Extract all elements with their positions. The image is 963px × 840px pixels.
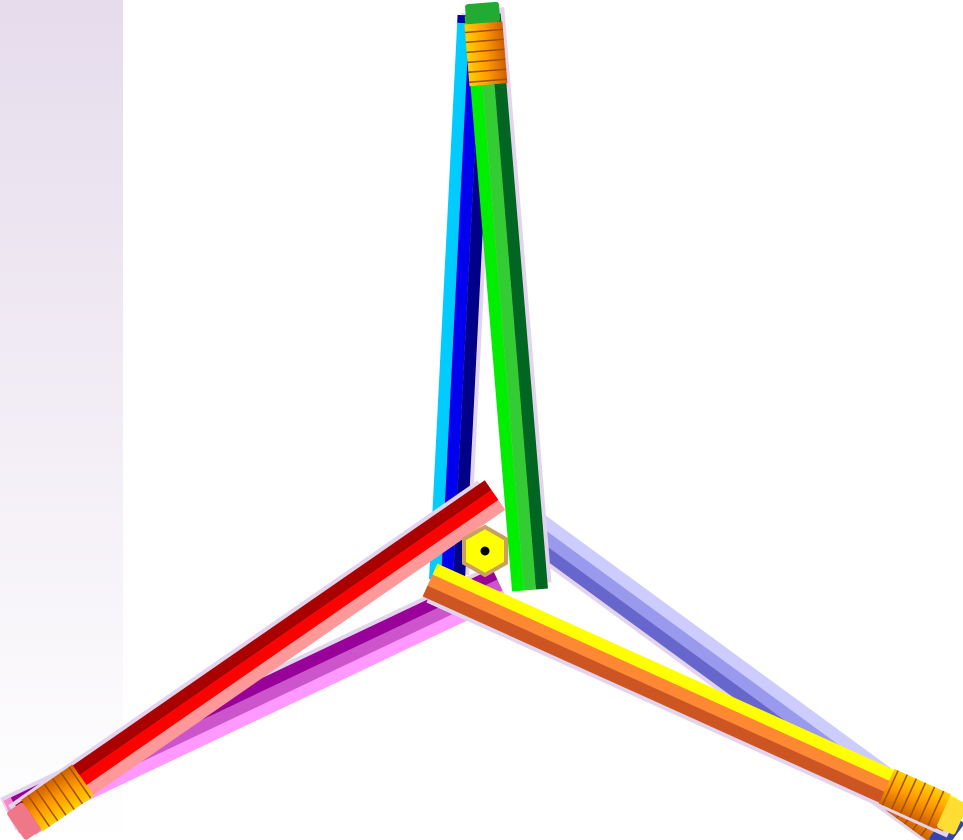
ferrule-ring xyxy=(890,774,908,810)
ferrule-ring xyxy=(918,786,936,822)
pencil-mid xyxy=(476,14,536,591)
pencil-light xyxy=(429,18,470,580)
side-panel xyxy=(0,0,123,840)
ferrule-ring xyxy=(881,770,899,806)
pencil xyxy=(7,480,506,840)
pencil-mid xyxy=(441,19,482,581)
ferrule-ring xyxy=(68,766,92,799)
eraser xyxy=(7,802,41,840)
ferrule-ring xyxy=(468,68,507,74)
pencil-light xyxy=(17,590,508,832)
ferrule xyxy=(21,764,94,832)
ferrule-ring xyxy=(51,777,75,810)
ferrule-ring xyxy=(927,790,945,827)
pencil xyxy=(422,563,963,838)
eraser xyxy=(465,1,501,25)
ferrule-ring xyxy=(469,78,508,84)
ferrule-ring xyxy=(467,58,506,64)
pencil-mid xyxy=(427,574,953,821)
ferrule-ring xyxy=(465,28,504,34)
ferrule-ring xyxy=(909,782,927,818)
pencil-light xyxy=(464,15,525,592)
ferrule-ring xyxy=(466,48,505,54)
pencil xyxy=(464,1,552,592)
pencil-light xyxy=(28,499,506,835)
ferrule-ring xyxy=(465,38,504,44)
pencil-lead xyxy=(480,546,490,556)
pencil-light xyxy=(432,563,958,810)
pencil-light xyxy=(538,515,956,826)
pencil-mid xyxy=(22,490,499,825)
pencil-dark xyxy=(422,585,948,832)
eraser xyxy=(937,797,963,835)
ferrule-ring xyxy=(43,783,67,816)
pencil-dark xyxy=(15,480,492,816)
ferrule-ring xyxy=(27,794,51,827)
pencil-dark xyxy=(488,13,548,590)
ferrule-ring xyxy=(35,789,59,822)
ferrule-ring xyxy=(60,772,84,805)
ferrule-ring xyxy=(899,778,917,814)
